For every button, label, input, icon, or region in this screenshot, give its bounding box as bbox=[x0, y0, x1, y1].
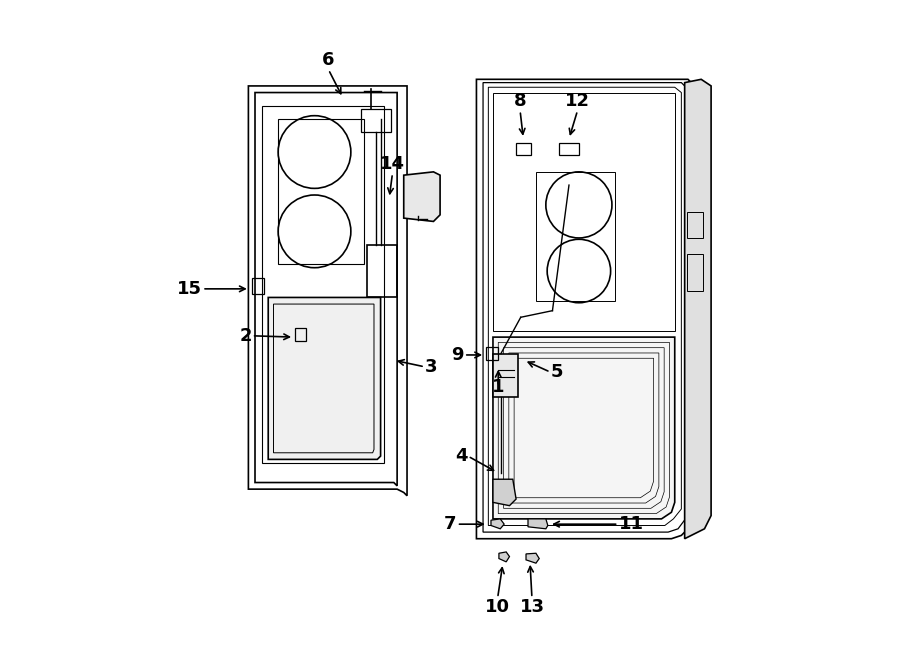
Polygon shape bbox=[493, 479, 516, 506]
Text: 1: 1 bbox=[492, 377, 505, 396]
Bar bbox=[516, 143, 531, 155]
Bar bbox=[687, 254, 703, 291]
Bar bbox=[361, 109, 391, 132]
Text: 9: 9 bbox=[452, 346, 464, 364]
Text: 6: 6 bbox=[322, 52, 335, 69]
Polygon shape bbox=[526, 553, 539, 563]
Text: 8: 8 bbox=[514, 93, 526, 110]
Polygon shape bbox=[528, 519, 548, 529]
Bar bbox=[278, 119, 365, 264]
Polygon shape bbox=[268, 297, 381, 459]
Bar bbox=[493, 354, 518, 397]
Text: 4: 4 bbox=[455, 447, 468, 465]
Text: 10: 10 bbox=[485, 598, 510, 616]
Bar bbox=[687, 212, 703, 238]
Polygon shape bbox=[493, 337, 675, 519]
Bar bbox=[559, 143, 579, 155]
Text: 5: 5 bbox=[551, 363, 563, 381]
Polygon shape bbox=[685, 79, 711, 539]
Text: 15: 15 bbox=[177, 280, 202, 298]
Bar bbox=[536, 172, 616, 301]
Text: 3: 3 bbox=[425, 358, 437, 376]
Bar bbox=[252, 278, 264, 294]
Bar bbox=[367, 245, 397, 297]
Text: 14: 14 bbox=[380, 155, 405, 173]
Text: 11: 11 bbox=[618, 515, 644, 533]
Text: 13: 13 bbox=[519, 598, 544, 616]
Bar bbox=[295, 328, 306, 341]
Text: 12: 12 bbox=[565, 93, 590, 110]
Text: 2: 2 bbox=[239, 327, 252, 345]
Text: 7: 7 bbox=[444, 515, 456, 533]
Polygon shape bbox=[499, 552, 509, 562]
Polygon shape bbox=[491, 519, 504, 529]
Polygon shape bbox=[404, 172, 440, 221]
Bar bbox=[493, 93, 675, 330]
Bar bbox=[486, 347, 499, 360]
